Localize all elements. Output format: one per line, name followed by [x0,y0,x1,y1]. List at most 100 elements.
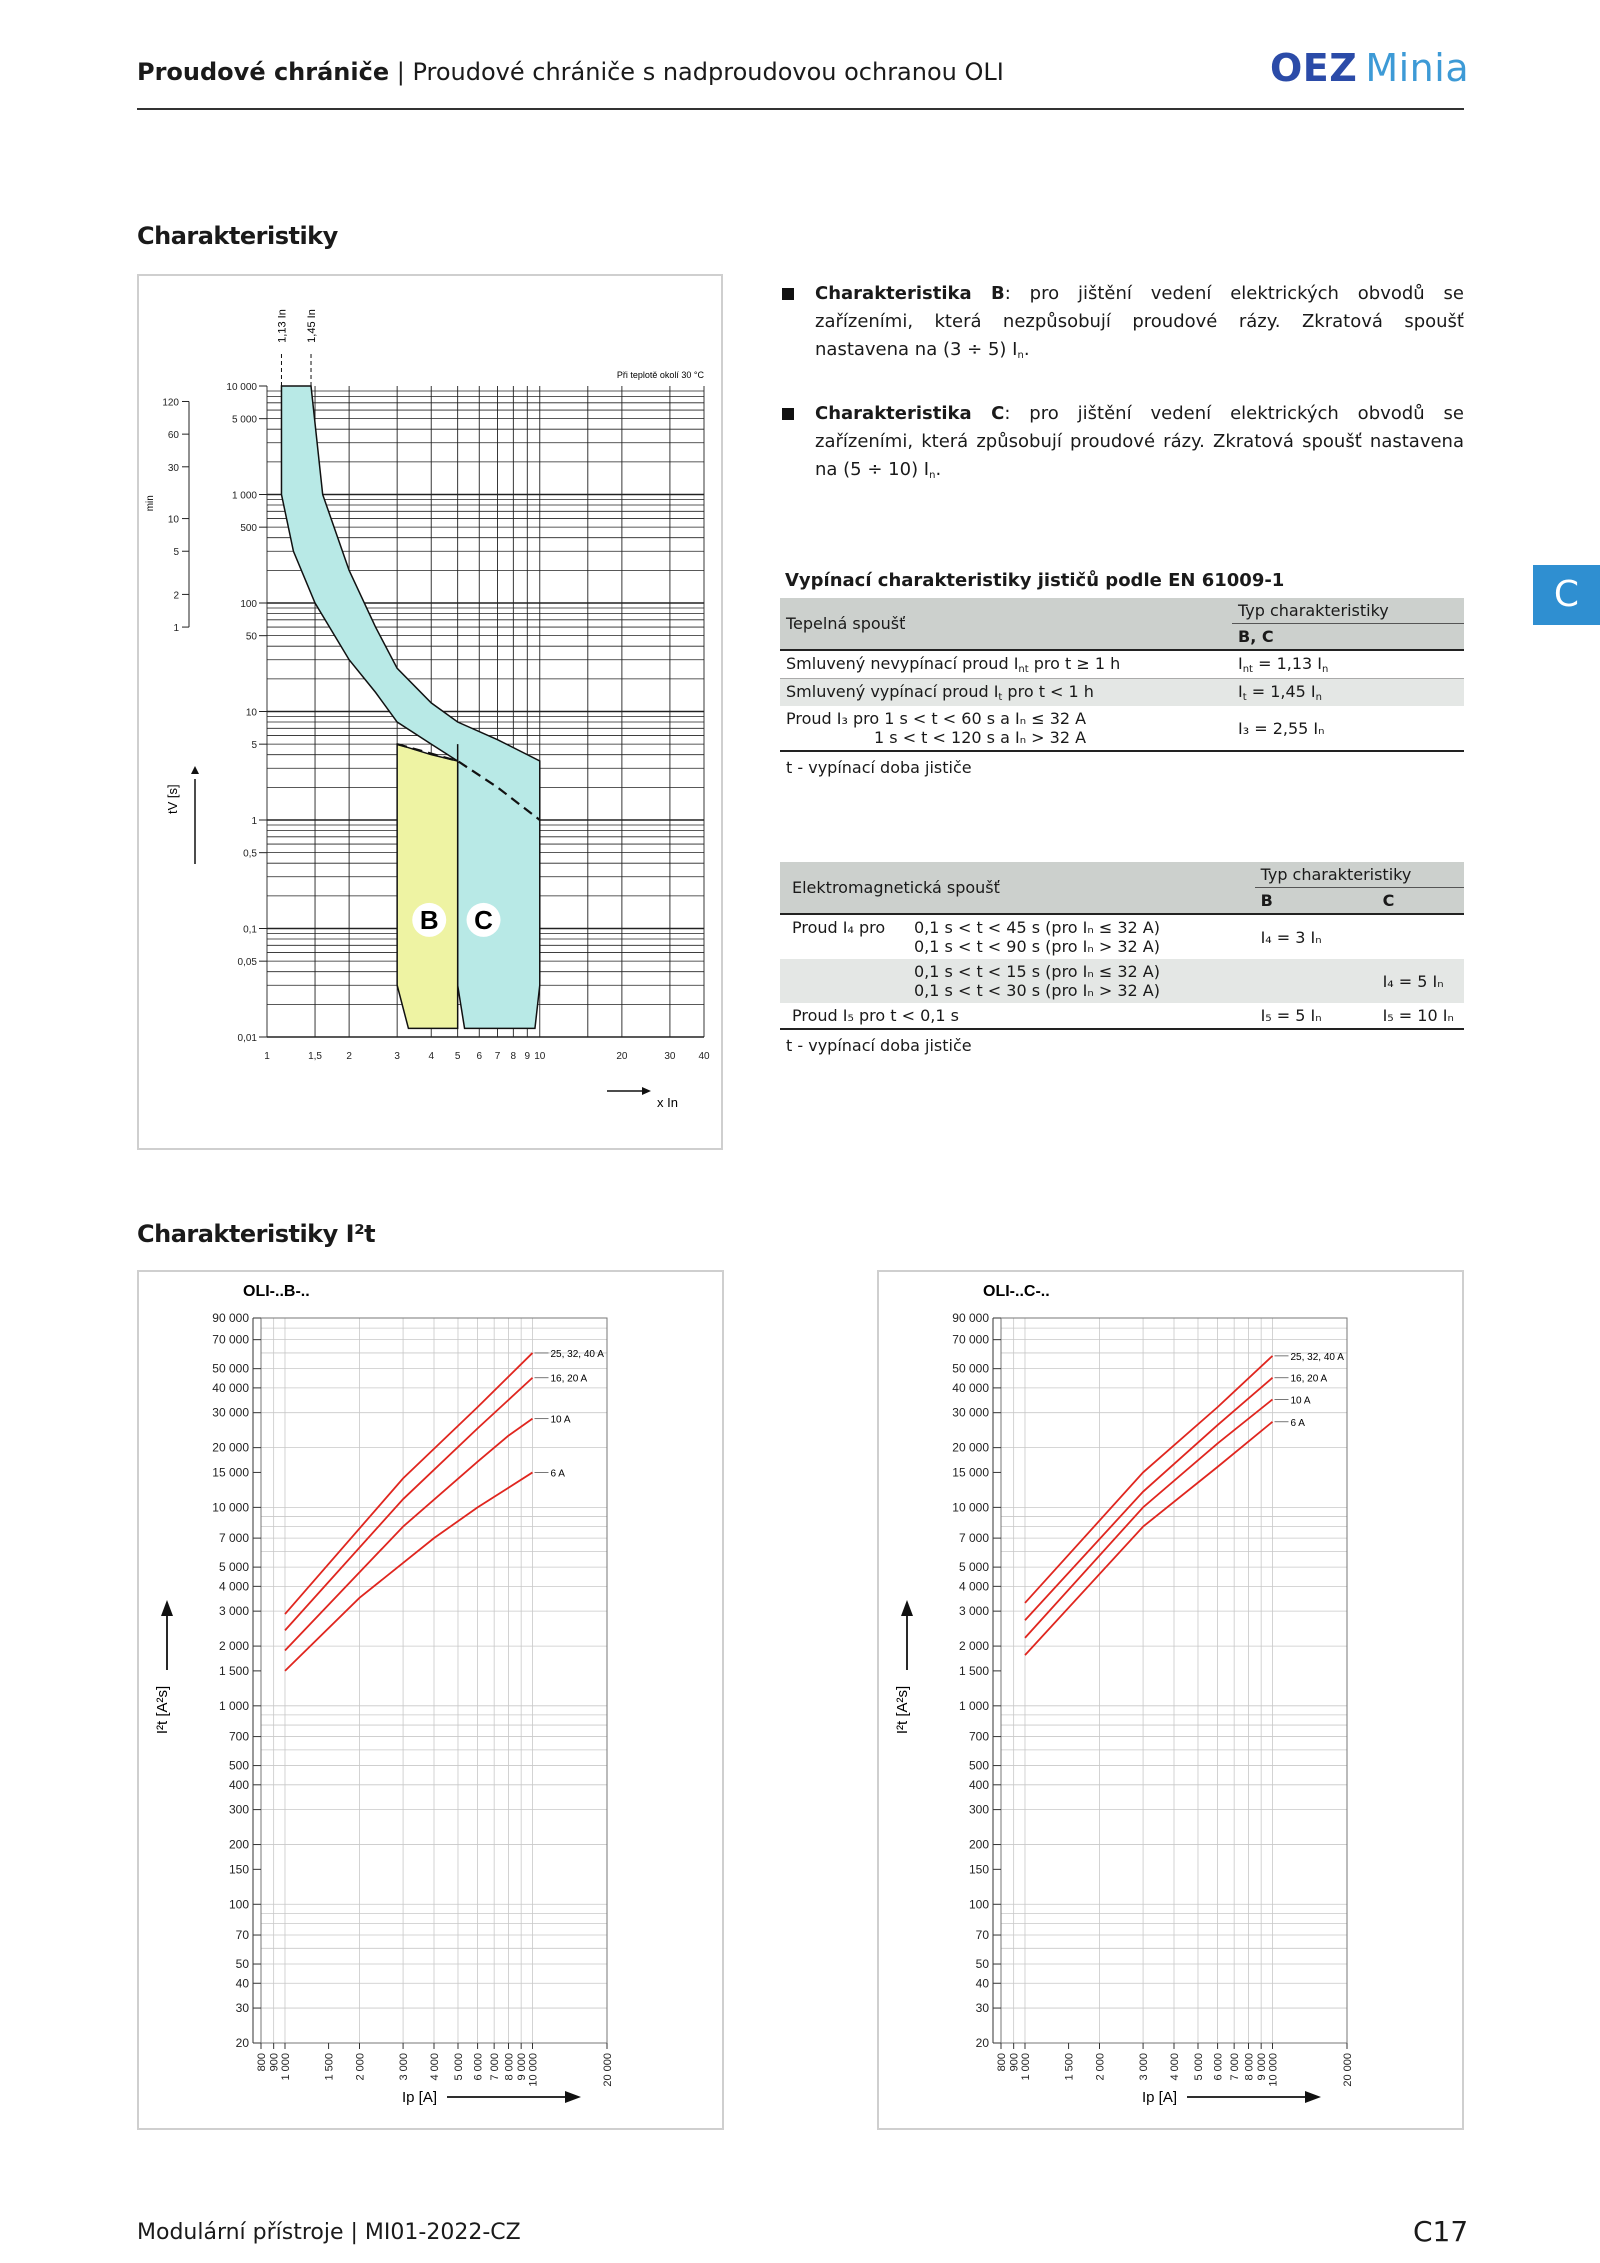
trip-x-tick: 4 [428,1051,434,1062]
i2t-c-x-tick: 1 500 [1064,2053,1076,2081]
trip-area-c [280,385,541,1030]
trip-y-tick: 10 [246,708,258,719]
i2t-b-x-tick: 3 000 [398,2053,410,2081]
i2t-b-series-line [284,1417,534,1652]
i2t-b-y-tick: 90 000 [212,1311,249,1325]
i2t-c-y-label: I²t [A²s] [894,1686,911,1734]
i2t-c-y-tick: 100 [969,1897,989,1911]
header-title-bold: Proudové chrániče [137,58,390,86]
trip-characteristic-frame [137,274,723,1150]
magnetic-release-table: Elektromagnetická spoušť Typ charakteris… [780,862,1464,1058]
i2t-b-y-label: I²t [A²s] [154,1686,171,1734]
thermal-head: Tepelná spoušť [780,598,1232,651]
characteristic-descriptions: Charakteristika B: pro jištění vedení el… [780,280,1464,520]
i2t-b-series-line [284,1377,534,1631]
trip-x-tick: 5 [455,1051,461,1062]
trip-x-unit: x In [657,1095,678,1110]
i2t-c-series-line [1024,1398,1274,1639]
trip-x-arrow-head [642,1087,651,1095]
section-title-i2t: Charakteristiky I²t [137,1220,376,1248]
i2t-b-y-tick: 5 000 [219,1560,249,1574]
trip-y-label: tV [s] [165,784,180,814]
trip-label-c: C [474,905,493,935]
i2t-c-y-tick: 50 000 [952,1362,989,1376]
thermal-bc-head: B, C [1232,623,1464,651]
trip-temp-note: Při teplotě okolí 30 °C [617,370,705,380]
i2t-b-x-tick: 900 [269,2053,281,2071]
magnetic-note: t - vypínací doba jističe [786,1036,972,1055]
i2t-b-y-tick: 400 [229,1778,249,1792]
trip-min-tick: 30 [168,463,180,474]
i2t-b-y-tick: 40 [236,1976,250,1990]
i2t-c-y-arrow-head [901,1600,913,1616]
trip-y-tick: 1 [251,816,257,827]
trip-x-tick: 40 [698,1051,710,1062]
magnetic-head: Elektromagnetická spoušť [780,862,1255,915]
trip-min-tick: 2 [173,590,179,601]
i2t-b-x-tick: 4 000 [429,2053,441,2081]
i2t-b-grid [260,1317,608,2044]
trip-min-tick: 10 [168,515,180,526]
trip-label-c-bg [466,902,501,937]
footer-left: Modulární přístroje | MI01-2022-CZ [137,2220,521,2245]
trip-x-tick: 8 [511,1051,517,1062]
i2t-b-y-tick: 3 000 [219,1604,249,1618]
i2t-b-y-tick: 300 [229,1803,249,1817]
marker-145: 1,45 In [306,309,318,343]
i2t-b-title: OLI-..B-.. [243,1283,310,1300]
i2t-b-x-tick: 1 000 [280,2053,292,2081]
trip-x-tick: 3 [394,1051,400,1062]
i2t-c-y-tick: 7 000 [959,1531,989,1545]
i2t-chart-b: OLI-..B-.. 90 000 70 000 50 000 40 000 30 000… [154,1283,614,2106]
thermal-row-nt: Smluvený nevypínací proud Int pro t ≥ 1 … [786,654,1121,675]
thermal-row-t-value: It = 1,45 In [1238,682,1322,703]
section-tab-c: C [1533,565,1600,625]
i2t-b-y-tick: 50 000 [212,1362,249,1376]
magnetic-row-i4-ranges: 0,1 s < t < 45 s (pro Iₙ ≤ 32 A) 0,1 s < … [914,918,1160,956]
i2t-b-y-tick: 200 [229,1838,249,1852]
i2t-c-y-tick: 10 000 [952,1500,989,1514]
marker-113: 1,13 In [276,309,288,343]
i2t-c-title: OLI-..C-.. [983,1283,1050,1300]
i2t-b-x-arrow-head [565,2091,581,2103]
trip-y-tick: 0,01 [238,1033,258,1044]
magnetic-row-i5-label: Proud I₅ pro t < 0,1 s [792,1006,959,1025]
i2t-c-x-tick: 900 [1009,2053,1021,2071]
i2t-b-x-tick: 9 000 [516,2053,528,2081]
i2t-b-series-label: 10 A [550,1415,570,1426]
i2t-c-x-tick: 4 000 [1169,2053,1181,2081]
trip-x-tick: 1 [264,1051,270,1062]
i2t-b-y-tick: 500 [229,1759,249,1773]
trip-x-tick: 30 [664,1051,676,1062]
i2t-c-x-tick: 6 000 [1213,2053,1225,2081]
page-number: C17 [1413,2215,1469,2248]
header-title: Proudové chrániče | Proudové chrániče s … [137,58,1004,86]
bullet-characteristic-b: Charakteristika B: pro jištění vedení el… [780,280,1464,370]
i2t-b-y-tick: 700 [229,1730,249,1744]
i2t-c-y-tick: 20 [976,2036,990,2050]
i2t-c-y-tick: 150 [969,1862,989,1876]
i2t-c-series-line [1024,1377,1274,1621]
trip-y-tick: 100 [240,599,257,610]
i2t-b-frame [137,1270,724,2130]
trip-y-tick: 0,05 [238,957,258,968]
trip-y-tick: 5 000 [232,415,257,426]
i2t-c-y-tick: 90 000 [952,1311,989,1325]
i2t-b-x-tick: 5 000 [453,2053,465,2081]
i2t-c-x-tick: 10 000 [1267,2053,1279,2087]
trip-x-tick: 6 [476,1051,482,1062]
i2t-b-y-arrow-head [161,1600,173,1616]
i2t-c-x-arrow-head [1305,2091,1321,2103]
i2t-c-x-tick: 20 000 [1342,2053,1354,2087]
trip-min-tick: 1 [173,623,179,634]
trip-y-tick: 10 000 [226,382,257,393]
trip-x-tick: 2 [346,1051,352,1062]
i2t-c-y-tick: 1 500 [959,1664,989,1678]
i2t-c-y-tick: 400 [969,1778,989,1792]
i2t-c-y-tick: 500 [969,1759,989,1773]
i2t-c-y-tick: 200 [969,1838,989,1852]
i2t-c-series-label: 6 A [1290,1418,1305,1429]
i2t-c-x-tick: 800 [996,2053,1008,2071]
i2t-c-x-tick: 8 000 [1244,2053,1256,2081]
trip-label-b-bg [412,902,447,937]
